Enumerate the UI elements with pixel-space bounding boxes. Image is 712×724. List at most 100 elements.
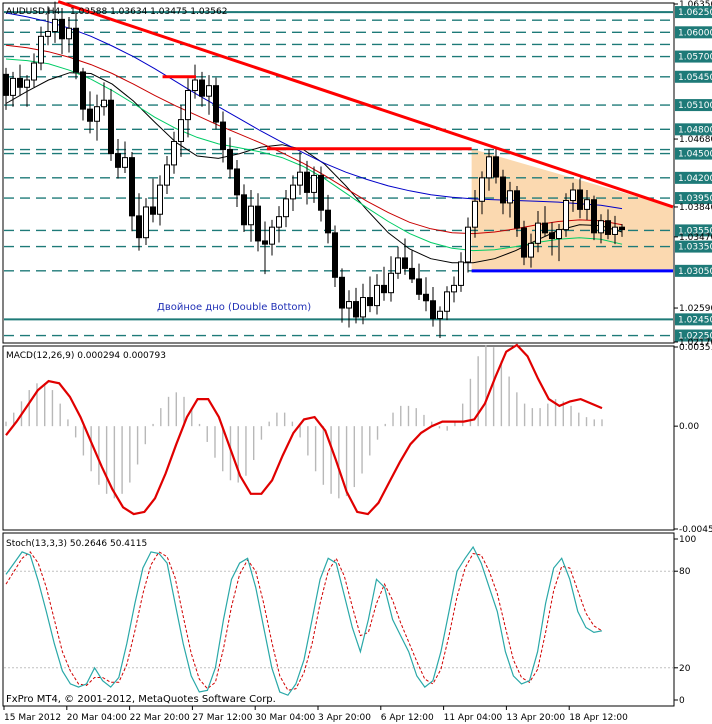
candle xyxy=(395,246,401,279)
candle xyxy=(129,151,135,232)
candle-body xyxy=(570,189,576,201)
macd-signal-line xyxy=(5,343,603,516)
candle-body xyxy=(479,177,485,202)
candle xyxy=(234,160,240,207)
candle xyxy=(549,222,555,256)
candle xyxy=(353,287,359,324)
candle xyxy=(409,250,415,283)
candle-body xyxy=(108,99,114,155)
candle xyxy=(213,77,219,130)
price-tick-label: 1.04680 xyxy=(679,135,712,145)
candle-body xyxy=(17,77,23,88)
candle xyxy=(171,131,177,174)
candle-body xyxy=(94,106,100,122)
candle-body xyxy=(458,261,464,286)
stoch-signal-line xyxy=(5,551,603,691)
macd-tick-label: -0.00456 xyxy=(679,525,712,535)
time-tick-label: 27 Mar 12:00 xyxy=(192,713,252,723)
price-level-box xyxy=(675,240,712,253)
candle-body xyxy=(318,174,324,211)
candle-body xyxy=(360,297,366,318)
price-level-box xyxy=(675,70,712,83)
candle-body xyxy=(423,293,429,302)
candle xyxy=(157,175,163,226)
main-pane xyxy=(2,2,675,344)
candle-body xyxy=(535,222,541,244)
candle xyxy=(577,178,583,219)
candle xyxy=(45,6,51,46)
price-tick-label: 1.03470 xyxy=(679,233,712,243)
candle xyxy=(318,166,324,222)
candle-body xyxy=(584,199,590,210)
candle xyxy=(164,156,170,195)
candle-body xyxy=(451,284,457,293)
candle-body xyxy=(528,242,534,258)
candle xyxy=(101,82,107,116)
candle-body xyxy=(220,121,226,151)
candle-body xyxy=(598,220,604,234)
price-tick-label: 1.03840 xyxy=(679,203,712,213)
candle-body xyxy=(234,168,240,196)
candle-body xyxy=(416,278,422,295)
macd-label: MACD(12,26,9) 0.000294 0.000793 xyxy=(6,351,166,361)
candle xyxy=(304,160,310,205)
candle xyxy=(479,171,485,215)
candle xyxy=(416,263,422,300)
candle xyxy=(262,221,268,275)
candle-body xyxy=(10,77,16,96)
time-tick-label: 13 Apr 20:00 xyxy=(506,713,565,723)
candle-body xyxy=(59,18,65,40)
candle-body xyxy=(388,272,394,294)
price-level-box xyxy=(675,50,712,63)
candle xyxy=(185,78,191,138)
candle xyxy=(472,189,478,238)
candle-body xyxy=(136,215,142,239)
price-tick-label: 1.05700 xyxy=(678,53,712,63)
candle-body xyxy=(31,62,37,81)
stoch-label: Stoch(13,3,3) 50.2646 50.4115 xyxy=(6,539,147,549)
copyright-text: FxPro MT4, © 2001-2012, MetaQuotes Softw… xyxy=(6,694,276,705)
candle xyxy=(199,71,205,107)
price-tick-label: 1.06000 xyxy=(678,28,712,38)
price-level-box xyxy=(675,6,712,19)
candle xyxy=(136,193,142,251)
candle xyxy=(283,189,289,228)
candle-body xyxy=(276,216,282,228)
price-level-box xyxy=(675,313,712,326)
candle-body xyxy=(269,226,275,245)
candle xyxy=(206,75,212,115)
price-tick-label: 1.03350 xyxy=(678,243,712,253)
candle-body xyxy=(150,206,156,215)
candle xyxy=(24,75,30,107)
candle xyxy=(297,151,303,195)
candle-body xyxy=(374,284,380,307)
candle xyxy=(332,225,338,288)
candle-body xyxy=(290,184,296,200)
candle-body xyxy=(430,300,436,320)
candle-body xyxy=(122,157,128,168)
candle xyxy=(122,141,128,173)
candle xyxy=(367,276,373,313)
macd-tick-label: 0.00 xyxy=(679,422,699,432)
candle xyxy=(528,233,534,268)
candle-body xyxy=(38,35,44,64)
price-level-box xyxy=(675,26,712,39)
candle xyxy=(108,88,114,161)
price-level-box xyxy=(675,224,712,237)
candle xyxy=(458,252,464,292)
price-level-box xyxy=(675,264,712,277)
candle xyxy=(591,195,597,241)
candle xyxy=(451,276,457,303)
candle-body xyxy=(325,209,331,234)
candle-body xyxy=(80,71,86,110)
price-tick-label: 1.05100 xyxy=(678,101,712,111)
time-tick-label: 30 Mar 04:00 xyxy=(255,713,315,723)
candle-body xyxy=(493,156,499,178)
candle-body xyxy=(346,301,352,309)
candle xyxy=(66,16,72,53)
candle xyxy=(563,193,569,237)
candle xyxy=(38,26,44,71)
candle xyxy=(94,94,100,141)
price-tick-label: 1.03550 xyxy=(678,226,712,236)
stoch-main-line xyxy=(5,545,603,696)
